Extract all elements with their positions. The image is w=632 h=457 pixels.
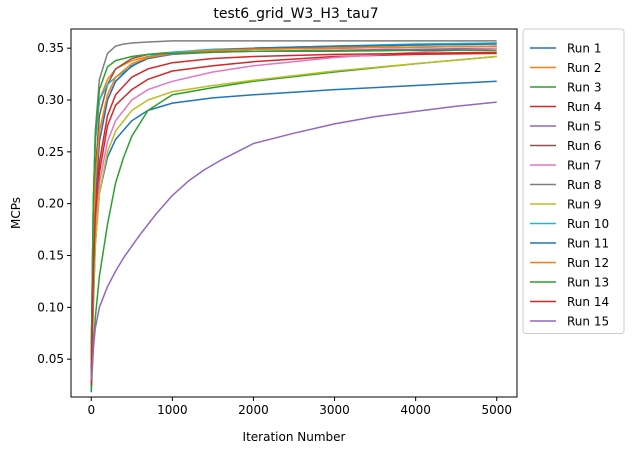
- legend-label-9: Run 9: [567, 198, 601, 212]
- legend-label-2: Run 2: [567, 61, 601, 75]
- x-tick-label: 3000: [319, 403, 350, 417]
- legend-label-4: Run 4: [567, 100, 601, 114]
- legend-label-5: Run 5: [567, 120, 601, 134]
- series-line-9: [90, 55, 497, 380]
- x-axis-label: Iteration Number: [243, 430, 346, 444]
- x-tick-label: 0: [87, 403, 95, 417]
- legend-label-6: Run 6: [567, 139, 601, 153]
- legend-label-7: Run 7: [567, 159, 601, 173]
- series-line-10: [90, 42, 497, 360]
- y-tick-label: 0.10: [37, 300, 64, 314]
- series-line-1: [90, 80, 497, 393]
- x-tick-label: 4000: [400, 403, 431, 417]
- legend-label-13: Run 13: [567, 276, 609, 290]
- legend-label-14: Run 14: [567, 295, 609, 309]
- chart-legend: Run 1 Run 2 Run 3 Run 4 Run 5 Run 6 Run 7 Run 8…: [522, 28, 625, 334]
- chart-title: test6_grid_W3_H3_tau7: [213, 6, 378, 22]
- series-line-14: [90, 51, 497, 380]
- y-tick-label: 0.25: [37, 145, 64, 159]
- legend-label-3: Run 3: [567, 81, 601, 95]
- y-tick-label: 0.05: [37, 352, 64, 366]
- series-line-2: [90, 42, 497, 360]
- x-tick-label: 2000: [238, 403, 269, 417]
- series-line-12: [90, 45, 497, 365]
- x-tick-label: 5000: [481, 403, 512, 417]
- series-line-7: [90, 47, 497, 375]
- y-tick-label: 0.35: [37, 41, 64, 55]
- plot-frame: [70, 28, 518, 398]
- legend-label-1: Run 1: [567, 42, 601, 56]
- y-axis-label: MCPs: [9, 197, 23, 229]
- x-tick-label: 1000: [157, 403, 188, 417]
- series-line-15: [90, 101, 497, 380]
- legend-label-11: Run 11: [567, 237, 609, 251]
- plot-area: [90, 40, 497, 393]
- y-tick-label: 0.15: [37, 249, 64, 263]
- y-axis: 0.05 0.10 0.15 0.20 0.25 0.30 0.35: [37, 41, 71, 366]
- series-line-8: [90, 40, 497, 349]
- y-tick-label: 0.20: [37, 197, 64, 211]
- legend-label-10: Run 10: [567, 217, 609, 231]
- x-axis: 0 1000 2000 3000 4000 5000: [87, 397, 512, 417]
- legend-label-15: Run 15: [567, 315, 609, 329]
- series-line-13: [90, 49, 497, 360]
- series-line-3: [90, 55, 497, 391]
- series-line-6: [90, 45, 497, 370]
- legend-frame: [522, 28, 625, 334]
- legend-label-12: Run 12: [567, 256, 609, 270]
- legend-label-8: Run 8: [567, 178, 601, 192]
- y-tick-label: 0.30: [37, 93, 64, 107]
